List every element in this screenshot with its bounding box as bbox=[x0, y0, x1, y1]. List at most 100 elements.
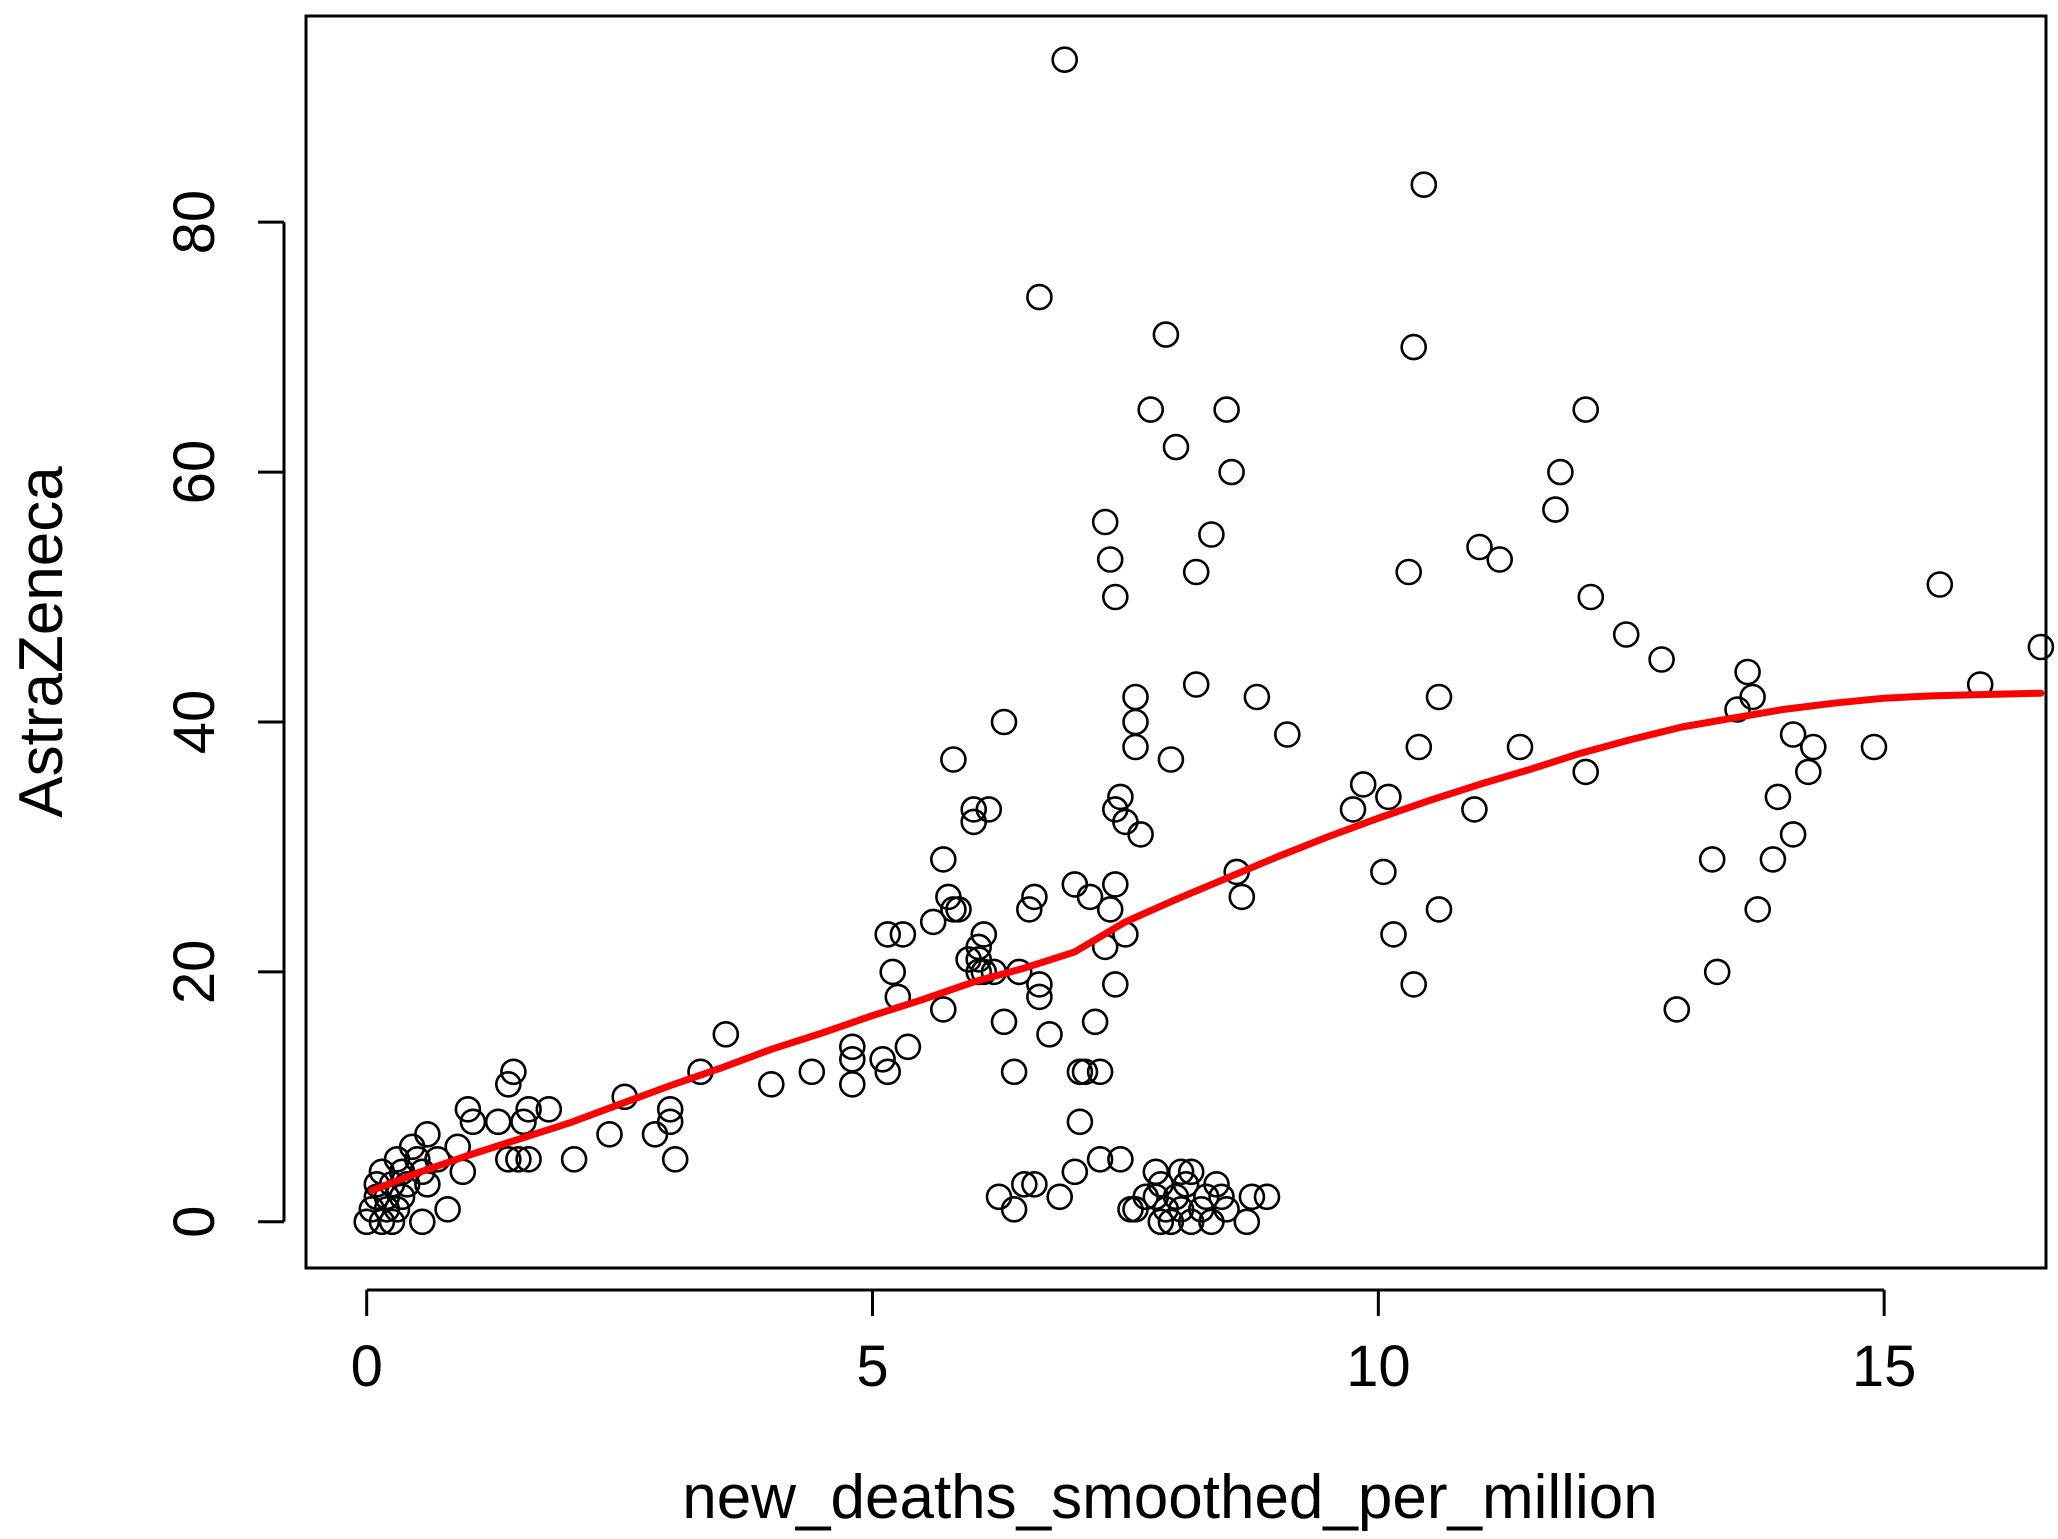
data-point bbox=[1779, 721, 1807, 748]
data-point bbox=[1926, 571, 1954, 598]
data-point bbox=[1071, 1058, 1099, 1086]
data-point bbox=[1107, 783, 1134, 811]
trend-line bbox=[368, 689, 2045, 1194]
data-point bbox=[515, 1096, 542, 1123]
y-tick-label: 80 bbox=[162, 190, 227, 255]
data-point bbox=[656, 1096, 684, 1123]
y-axis-title: AstraZeneca bbox=[7, 466, 76, 818]
data-point bbox=[929, 996, 957, 1023]
data-point bbox=[1000, 1058, 1028, 1086]
data-point bbox=[494, 1146, 522, 1173]
data-point bbox=[990, 708, 1018, 736]
data-point bbox=[1102, 871, 1129, 898]
data-point bbox=[1102, 583, 1129, 611]
data-point bbox=[1375, 783, 1402, 811]
data-point bbox=[1572, 758, 1599, 786]
data-point bbox=[1182, 671, 1210, 698]
data-point bbox=[510, 1108, 537, 1136]
data-point bbox=[1172, 1171, 1200, 1198]
data-point bbox=[505, 1146, 532, 1173]
data-point bbox=[1228, 883, 1256, 911]
data-point bbox=[434, 1196, 461, 1223]
data-point bbox=[1203, 1171, 1230, 1198]
data-point bbox=[1380, 921, 1407, 948]
data-point bbox=[1274, 721, 1301, 748]
data-point bbox=[1051, 46, 1078, 74]
trend-line-layer bbox=[368, 689, 2045, 1194]
data-point bbox=[1036, 1021, 1063, 1048]
data-point bbox=[1461, 796, 1488, 823]
data-point bbox=[1395, 558, 1422, 586]
data-point bbox=[838, 1071, 866, 1098]
data-point bbox=[1147, 1208, 1175, 1236]
data-point bbox=[874, 921, 902, 948]
data-point bbox=[1400, 333, 1427, 361]
data-point bbox=[383, 1196, 411, 1223]
data-point bbox=[1744, 896, 1771, 923]
data-point bbox=[1086, 1146, 1114, 1173]
y-tick-label: 60 bbox=[162, 440, 227, 505]
data-point bbox=[1182, 558, 1210, 586]
data-point bbox=[798, 1058, 826, 1086]
data-point bbox=[1000, 1196, 1028, 1223]
data-point bbox=[940, 746, 967, 773]
data-point bbox=[1547, 458, 1574, 486]
data-point bbox=[515, 1146, 542, 1173]
data-point bbox=[1127, 821, 1154, 848]
data-point bbox=[1157, 746, 1185, 773]
data-point bbox=[1425, 683, 1453, 711]
data-point bbox=[1405, 733, 1433, 761]
data-point bbox=[1663, 996, 1691, 1023]
data-point bbox=[1213, 1196, 1240, 1223]
y-axis: 0 20 40 60 80 bbox=[162, 190, 286, 1238]
data-point bbox=[1198, 521, 1225, 548]
data-point bbox=[869, 1046, 896, 1073]
data-point bbox=[1486, 546, 1513, 573]
data-point bbox=[1096, 546, 1124, 573]
data-point bbox=[889, 921, 917, 948]
data-point bbox=[459, 1108, 487, 1136]
data-point bbox=[454, 1096, 482, 1123]
data-point bbox=[757, 1071, 785, 1098]
data-point bbox=[560, 1146, 588, 1173]
data-point bbox=[919, 908, 947, 936]
data-point bbox=[1218, 458, 1245, 486]
data-point bbox=[1016, 896, 1043, 923]
data-point bbox=[1167, 1158, 1195, 1186]
data-point bbox=[1759, 846, 1787, 873]
data-point bbox=[1046, 1183, 1073, 1211]
data-point bbox=[414, 1121, 441, 1148]
data-point bbox=[408, 1208, 436, 1236]
data-point bbox=[945, 896, 972, 923]
data-point bbox=[879, 958, 907, 986]
data-point bbox=[1021, 1171, 1048, 1198]
data-point bbox=[661, 1146, 689, 1173]
data-point bbox=[1612, 621, 1640, 648]
data-point bbox=[1021, 883, 1048, 911]
x-tick-label: 5 bbox=[856, 1334, 888, 1399]
data-point bbox=[1066, 1108, 1094, 1136]
data-point bbox=[1577, 583, 1605, 611]
data-point bbox=[1698, 846, 1726, 873]
data-point bbox=[1466, 533, 1493, 561]
data-point bbox=[1349, 771, 1377, 798]
data-point bbox=[1162, 433, 1190, 461]
data-point bbox=[1506, 733, 1534, 761]
data-point bbox=[1081, 1008, 1109, 1036]
data-point bbox=[1734, 658, 1761, 686]
data-point bbox=[970, 921, 998, 948]
data-point bbox=[1860, 733, 1888, 761]
data-point bbox=[970, 958, 998, 986]
data-point bbox=[1076, 883, 1104, 911]
x-tick-label: 15 bbox=[1852, 1334, 1917, 1399]
data-point bbox=[500, 1058, 527, 1086]
x-tick-label: 0 bbox=[351, 1334, 383, 1399]
data-point bbox=[1061, 1158, 1089, 1186]
data-point bbox=[1764, 783, 1792, 811]
data-point bbox=[1238, 1183, 1266, 1211]
x-tick-label: 10 bbox=[1346, 1334, 1411, 1399]
data-point bbox=[1011, 1171, 1038, 1198]
data-point bbox=[1107, 1146, 1134, 1173]
